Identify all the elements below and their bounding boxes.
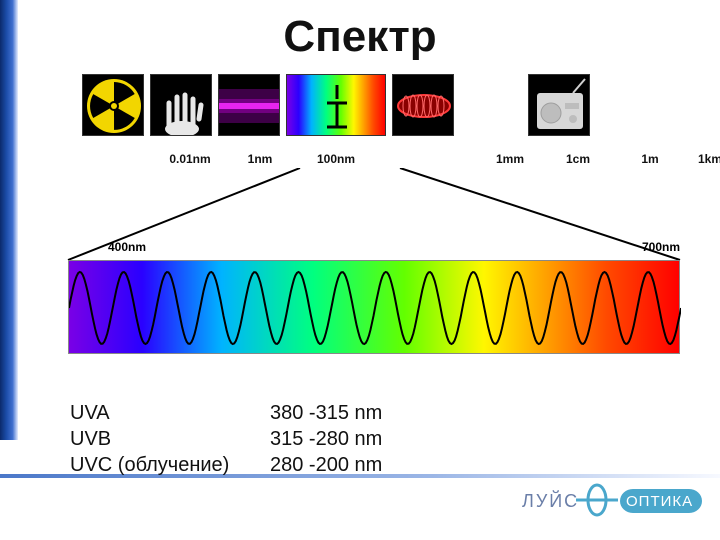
uv-range: 280 -200 nm — [270, 452, 382, 478]
xray-hand-icon — [150, 74, 212, 136]
visible-right-label: 700nm — [642, 240, 680, 254]
scale-tick-label: 1cm — [566, 152, 590, 166]
uv-range: 380 -315 nm — [270, 400, 382, 426]
scale-tick-label: 1m — [641, 152, 658, 166]
radio-icon — [528, 74, 590, 136]
visible-light-icon — [286, 74, 386, 136]
uv-row: UVC (облучение) 280 -200 nm — [70, 452, 382, 478]
uv-name: UVA — [70, 400, 270, 426]
page-title: Спектр — [0, 12, 720, 62]
scale-tick-label: 1km — [698, 152, 720, 166]
radiation-icon — [82, 74, 144, 136]
blank-gap-icon — [460, 74, 522, 136]
uv-row: UVA380 -315 nm — [70, 400, 382, 426]
scale-tick-label: 0.01nm — [169, 152, 210, 166]
brand-logo: ЛУЙС ОПТИКА — [522, 479, 702, 526]
uv-row: UVB315 -280 nm — [70, 426, 382, 452]
uv-range: 315 -280 nm — [270, 426, 382, 452]
logo-text-2: ОПТИКА — [626, 493, 693, 510]
wave-overlay — [69, 261, 681, 355]
uv-name: UVB — [70, 426, 270, 452]
logo-text-1: ЛУЙС — [522, 490, 579, 511]
uv-glow-icon — [218, 74, 280, 136]
scale-tick-label: 100nm — [317, 152, 355, 166]
scale-tick-label: 1nm — [248, 152, 273, 166]
scale-tick-label: 1mm — [496, 152, 524, 166]
visible-left-label: 400nm — [108, 240, 146, 254]
infrared-coil-icon — [392, 74, 454, 136]
uv-ranges-table: UVA380 -315 nmUVB315 -280 nmUVC (облучен… — [70, 400, 382, 478]
visible-spectrum-bar — [68, 260, 680, 354]
spectrum-icon-row — [82, 74, 712, 146]
uv-name: UVC (облучение) — [70, 452, 270, 478]
